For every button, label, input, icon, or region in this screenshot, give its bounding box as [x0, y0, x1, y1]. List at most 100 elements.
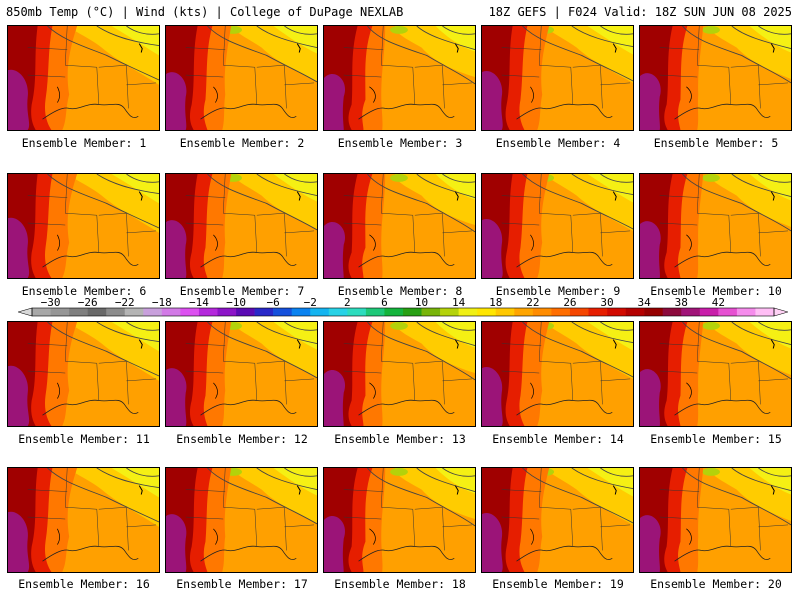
ensemble-map-panel-20 — [639, 467, 792, 573]
temperature-map — [482, 468, 633, 572]
colorbar-swatch — [198, 308, 218, 316]
colorbar-tick-label: −6 — [267, 296, 280, 309]
colorbar-swatch — [291, 308, 311, 316]
colorbar-swatch — [736, 308, 756, 316]
ensemble-map-panel-4 — [481, 25, 634, 131]
colorbar-swatch — [458, 308, 478, 316]
ensemble-map-panel-2 — [165, 25, 318, 131]
ensemble-map-panel-3 — [323, 25, 476, 131]
ensemble-map-panel-6 — [7, 173, 160, 279]
ensemble-member-label: Ensemble Member: 9 — [495, 284, 621, 298]
ensemble-member-label: Ensemble Member: 14 — [492, 432, 624, 446]
colorbar-tick-label: 14 — [452, 296, 466, 309]
ensemble-map-panel-8 — [323, 173, 476, 279]
ensemble-member-label: Ensemble Member: 8 — [337, 284, 463, 298]
colorbar-swatch — [365, 308, 385, 316]
colorbar-tick-label: 22 — [526, 296, 539, 309]
colorbar-tick-label: −10 — [226, 296, 246, 309]
colorbar-swatch — [403, 308, 422, 316]
ensemble-map-panel-15 — [639, 321, 792, 427]
temperature-map — [482, 174, 633, 278]
temperature-map — [640, 174, 791, 278]
temperature-map — [324, 322, 475, 426]
colorbar-tick-label: 34 — [638, 296, 652, 309]
ensemble-member-label: Ensemble Member: 6 — [21, 284, 147, 298]
colorbar-swatch — [273, 308, 292, 316]
temperature-map — [324, 26, 475, 130]
ensemble-member-label: Ensemble Member: 5 — [653, 136, 779, 150]
ensemble-map-panel-1 — [7, 25, 160, 131]
ensemble-map-panel-12 — [165, 321, 318, 427]
ensemble-map-panel-19 — [481, 467, 634, 573]
colorbar-swatch — [588, 308, 608, 316]
ensemble-member-label: Ensemble Member: 16 — [18, 577, 150, 591]
ensemble-map-panel-9 — [481, 173, 634, 279]
temperature-map — [640, 468, 791, 572]
ensemble-member-label: Ensemble Member: 19 — [492, 577, 624, 591]
colorbar-tick-label: 42 — [712, 296, 725, 309]
ensemble-map-panel-7 — [165, 173, 318, 279]
header-right-title: 18Z GEFS | F024 Valid: 18Z SUN JUN 08 20… — [488, 5, 792, 19]
ensemble-member-label: Ensemble Member: 4 — [495, 136, 621, 150]
colorbar-right-arrow — [773, 307, 788, 317]
temperature-map — [324, 468, 475, 572]
header-left-title: 850mb Temp (°C) | Wind (kts) | College o… — [6, 5, 404, 19]
temperature-map — [166, 174, 317, 278]
colorbar-swatch — [328, 308, 348, 316]
ensemble-member-label: Ensemble Member: 11 — [18, 432, 150, 446]
colorbar-tick-label: −26 — [78, 296, 98, 309]
temperature-map — [482, 26, 633, 130]
colorbar-swatch — [69, 308, 88, 316]
colorbar-swatch — [514, 308, 534, 316]
colorbar-swatch — [495, 308, 515, 316]
colorbar-swatch — [440, 308, 459, 316]
ensemble-member-label: Ensemble Member: 20 — [650, 577, 782, 591]
ensemble-member-label: Ensemble Member: 10 — [650, 284, 782, 298]
colorbar-swatch — [681, 308, 701, 316]
ensemble-member-label: Ensemble Member: 1 — [21, 136, 147, 150]
colorbar-swatch — [124, 308, 144, 316]
colorbar-swatch — [755, 308, 775, 316]
temperature-map — [166, 322, 317, 426]
temperature-map — [8, 26, 159, 130]
colorbar-swatch — [87, 308, 107, 316]
ensemble-member-label: Ensemble Member: 13 — [334, 432, 466, 446]
ensemble-map-panel-11 — [7, 321, 160, 427]
ensemble-member-label: Ensemble Member: 12 — [176, 432, 308, 446]
colorbar-swatch — [236, 308, 255, 316]
colorbar-swatch — [310, 308, 330, 316]
colorbar-swatch — [217, 308, 237, 316]
ensemble-member-label: Ensemble Member: 7 — [179, 284, 305, 298]
colorbar-swatch — [180, 308, 200, 316]
colorbar-swatch — [699, 308, 719, 316]
colorbar-tick-label: −30 — [41, 296, 61, 309]
ensemble-map-panel-17 — [165, 467, 318, 573]
ensemble-member-label: Ensemble Member: 17 — [176, 577, 308, 591]
colorbar-tick-label: 10 — [415, 296, 428, 309]
colorbar-swatch — [32, 308, 51, 316]
temperature-map — [8, 468, 159, 572]
temperature-map — [8, 322, 159, 426]
colorbar-tick-label: 2 — [344, 296, 351, 309]
colorbar-swatch — [551, 308, 571, 316]
colorbar-swatch — [662, 308, 682, 316]
colorbar-swatch — [106, 308, 126, 316]
colorbar-swatch — [625, 308, 645, 316]
colorbar-tick-label: 30 — [600, 296, 613, 309]
colorbar-tick-label: −2 — [304, 296, 317, 309]
colorbar-swatch — [254, 308, 274, 316]
colorbar-tick-label: −18 — [152, 296, 172, 309]
colorbar-swatch — [607, 308, 626, 316]
colorbar-swatch — [161, 308, 181, 316]
colorbar-left-arrow — [18, 307, 33, 317]
colorbar-swatch — [143, 308, 163, 316]
ensemble-map-panel-13 — [323, 321, 476, 427]
ensemble-member-label: Ensemble Member: 3 — [337, 136, 463, 150]
ensemble-member-label: Ensemble Member: 18 — [334, 577, 466, 591]
temperature-map — [166, 468, 317, 572]
ensemble-member-label: Ensemble Member: 15 — [650, 432, 782, 446]
colorbar-swatch — [718, 308, 738, 316]
colorbar-tick-label: 38 — [675, 296, 688, 309]
temperature-colorbar: −30 −26 −22 −18 −14 −10 −6 −2 2 6 10 14 18 22 26 30 34 38… — [18, 296, 788, 317]
colorbar-tick-label: 26 — [563, 296, 576, 309]
